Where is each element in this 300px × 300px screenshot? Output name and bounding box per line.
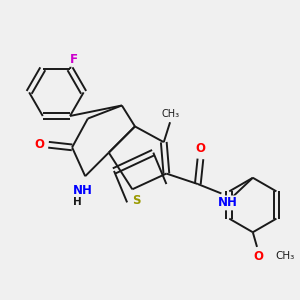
Text: O: O: [195, 142, 206, 155]
Text: O: O: [34, 138, 44, 151]
Text: CH₃: CH₃: [275, 251, 295, 261]
Text: S: S: [132, 194, 140, 207]
Text: NH: NH: [218, 196, 238, 209]
Text: H: H: [73, 197, 82, 207]
Text: CH₃: CH₃: [161, 109, 180, 119]
Text: NH: NH: [73, 184, 92, 197]
Text: O: O: [253, 250, 263, 263]
Text: F: F: [70, 53, 78, 66]
